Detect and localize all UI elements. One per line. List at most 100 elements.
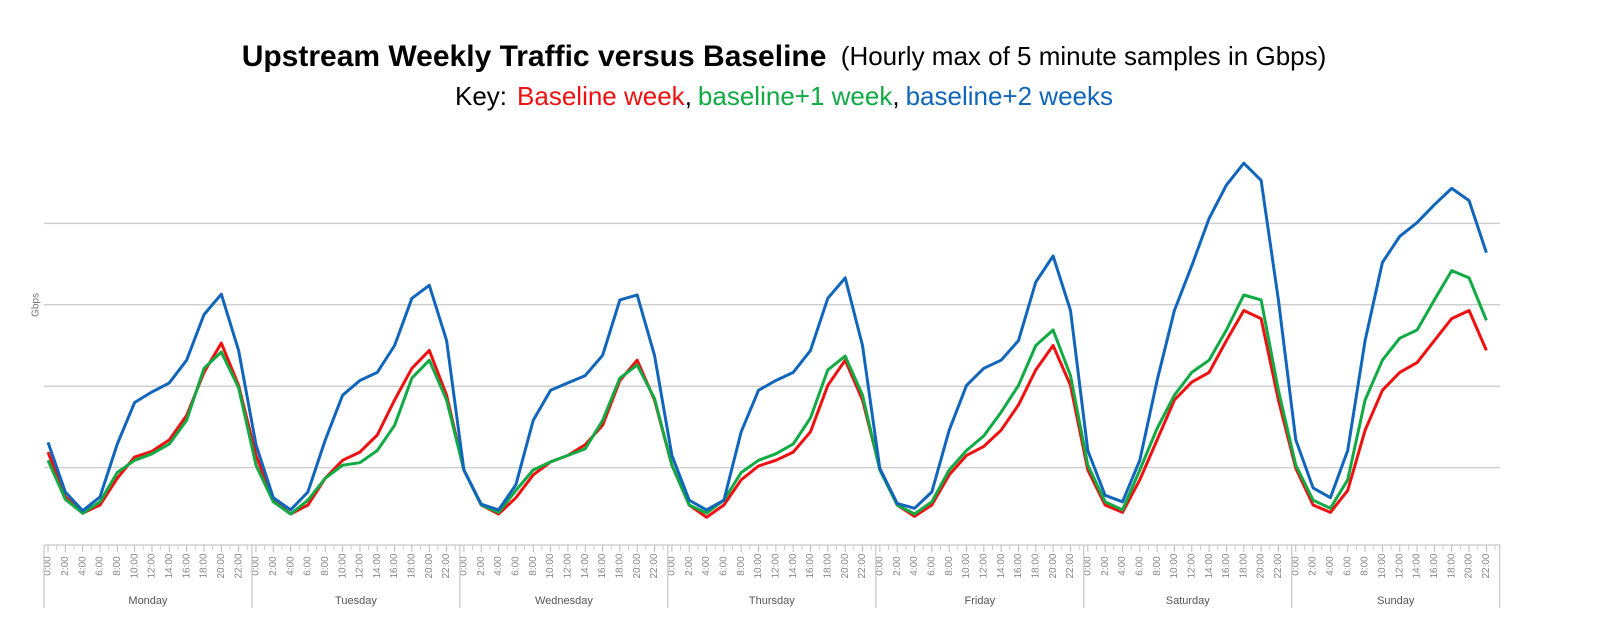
title-line: Upstream Weekly Traffic versus Baseline … [242, 40, 1327, 73]
x-tick-label: 16:00 [597, 553, 608, 578]
series-line [46, 309, 1488, 519]
x-tick-label: 18:00 [1238, 553, 1249, 578]
x-tick-label: 8:00 [528, 556, 539, 576]
x-tick-label: 8:00 [1152, 556, 1163, 576]
x-tick-label: 4:00 [701, 556, 712, 576]
day-label: Friday [965, 595, 996, 607]
x-tick-label: 6:00 [1134, 556, 1145, 576]
x-tick-label: 14:00 [372, 553, 383, 578]
legend-entry: baseline+2 weeks [906, 81, 1113, 111]
x-tick-label: 6:00 [926, 556, 937, 576]
x-tick-label: 4:00 [1325, 556, 1336, 576]
x-tick-label: 2:00 [1100, 556, 1111, 576]
x-tick-label: 14:00 [164, 553, 175, 578]
x-tick-label: 20:00 [1048, 553, 1059, 578]
x-tick-label: 4:00 [77, 556, 88, 576]
key: Key: Baseline week, baseline+1 week, baseli… [455, 81, 1113, 111]
day-label: Monday [128, 595, 168, 607]
x-tick-label: 12:00 [147, 553, 158, 578]
x-tick-label: 2:00 [684, 556, 695, 576]
x-tick-label: 12:00 [1186, 553, 1197, 578]
x-tick-label: 18:00 [199, 553, 210, 578]
x-tick-label: 4:00 [909, 556, 920, 576]
series-line [46, 161, 1488, 513]
x-tick-label: 14:00 [996, 553, 1007, 578]
x-tick-label: 10:00 [545, 553, 556, 578]
x-tick-label: 20:00 [424, 553, 435, 578]
x-tick-label: 18:00 [407, 553, 418, 578]
x-tick-label: 16:00 [1429, 553, 1440, 578]
x-tick-label: 22:00 [1065, 553, 1076, 578]
x-tick-label: 4:00 [493, 556, 504, 576]
x-tick-label: 6:00 [1342, 556, 1353, 576]
day-label: Tuesday [335, 595, 377, 607]
x-tick-label: 2:00 [476, 556, 487, 576]
x-tick-label: 22:00 [233, 553, 244, 578]
x-tick-label: 10:00 [1377, 553, 1388, 578]
x-tick-label: 0:00 [251, 556, 262, 576]
x-tick-label: 2:00 [892, 556, 903, 576]
x-tick-label: 22:00 [649, 553, 660, 578]
x-tick-label: 0:00 [667, 556, 678, 576]
x-tick-label: 18:00 [615, 553, 626, 578]
day-label: Saturday [1166, 595, 1211, 607]
x-tick-label: 20:00 [1464, 553, 1475, 578]
x-tick-label: 8:00 [320, 556, 331, 576]
x-tick-label: 12:00 [1394, 553, 1405, 578]
x-tick-label: 6:00 [303, 556, 314, 576]
x-tick-label: 2:00 [1308, 556, 1319, 576]
x-tick-label: 14:00 [788, 553, 799, 578]
y-axis-label: Gbps [31, 293, 42, 317]
x-tick-label: 6:00 [511, 556, 522, 576]
x-tick-label: 16:00 [1013, 553, 1024, 578]
x-tick-label: 22:00 [1273, 553, 1284, 578]
key-label: Key: [455, 81, 507, 111]
x-tick-label: 18:00 [822, 553, 833, 578]
x-tick-label: 10:00 [129, 553, 140, 578]
x-tick-label: 4:00 [285, 556, 296, 576]
x-tick-label: 18:00 [1030, 553, 1041, 578]
x-tick-label: 12:00 [771, 553, 782, 578]
x-tick-label: 12:00 [563, 553, 574, 578]
x-tick-label: 4:00 [1117, 556, 1128, 576]
x-tick-label: 6:00 [95, 556, 106, 576]
x-tick-label: 22:00 [857, 553, 868, 578]
legend-entry: Baseline week [517, 81, 686, 111]
x-tick-label: 2:00 [60, 556, 71, 576]
x-tick-label: 16:00 [1221, 553, 1232, 578]
x-tick-label: 10:00 [1169, 553, 1180, 578]
key-separator: , [685, 81, 692, 111]
x-tick-label: 16:00 [389, 553, 400, 578]
x-tick-label: 0:00 [1290, 556, 1301, 576]
x-tick-label: 6:00 [719, 556, 730, 576]
x-tick-label: 14:00 [1204, 553, 1215, 578]
x-tick-label: 8:00 [944, 556, 955, 576]
day-label: Thursday [749, 595, 795, 607]
x-tick-label: 14:00 [580, 553, 591, 578]
legend-entry: baseline+1 week [698, 81, 893, 111]
x-tick-label: 18:00 [1446, 553, 1457, 578]
day-label: Wednesday [535, 595, 593, 607]
x-tick-label: 16:00 [805, 553, 816, 578]
x-tick-label: 20:00 [632, 553, 643, 578]
x-tick-label: 8:00 [736, 556, 747, 576]
key-separator: , [892, 81, 899, 111]
x-tick-label: 16:00 [181, 553, 192, 578]
series-line [46, 269, 1488, 516]
x-tick-label: 20:00 [1256, 553, 1267, 578]
x-tick-label: 0:00 [43, 556, 54, 576]
x-tick-label: 22:00 [441, 553, 452, 578]
chart-title: Upstream Weekly Traffic versus Baseline [242, 40, 827, 73]
x-tick-label: 10:00 [337, 553, 348, 578]
x-tick-label: 0:00 [459, 556, 470, 576]
x-tick-label: 0:00 [874, 556, 885, 576]
x-tick-label: 14:00 [1412, 553, 1423, 578]
x-tick-label: 10:00 [753, 553, 764, 578]
x-tick-label: 8:00 [112, 556, 123, 576]
x-tick-label: 8:00 [1360, 556, 1371, 576]
x-tick-label: 22:00 [1481, 553, 1492, 578]
x-tick-label: 12:00 [978, 553, 989, 578]
day-label: Sunday [1377, 595, 1415, 607]
x-tick-label: 20:00 [840, 553, 851, 578]
